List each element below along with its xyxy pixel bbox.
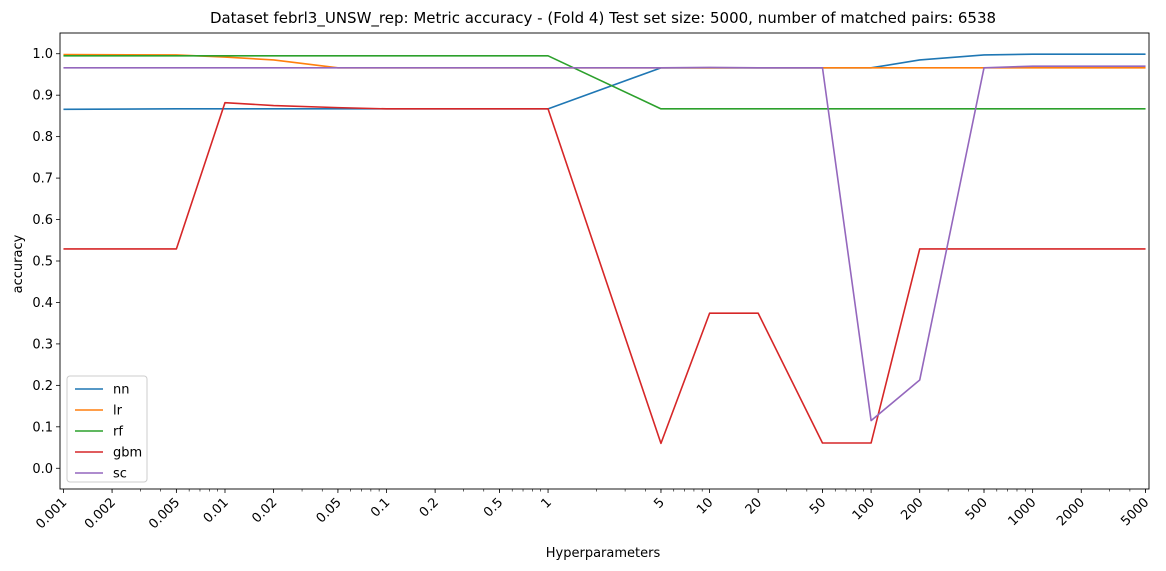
y-tick-label: 0.0 <box>32 462 53 477</box>
plot-frame <box>59 32 1150 490</box>
y-tick-label: 0.9 <box>32 89 53 104</box>
legend: nn lr rf gbm sc <box>66 375 148 483</box>
x-axis-label: Hyperparameters <box>546 546 661 561</box>
y-tick-label: 0.6 <box>32 213 53 228</box>
legend-label-sc: sc <box>113 467 127 482</box>
legend-label-nn: nn <box>113 383 129 398</box>
y-tick-label: 0.4 <box>32 296 53 311</box>
y-tick-label: 1.0 <box>32 47 53 62</box>
legend-label-gbm: gbm <box>113 446 142 461</box>
legend-box <box>66 375 148 483</box>
y-tick-label: 0.7 <box>32 172 53 187</box>
series-line-rf <box>63 54 1146 110</box>
series-line-sc <box>63 65 1146 422</box>
legend-label-lr: lr <box>113 404 123 419</box>
y-tick-label: 0.2 <box>32 379 53 394</box>
series-line-gbm <box>63 101 1146 445</box>
y-axis-label: accuracy <box>11 234 26 293</box>
legend-label-rf: rf <box>113 425 123 440</box>
y-tick-label: 0.8 <box>32 130 53 145</box>
y-tick-label: 0.5 <box>32 255 53 270</box>
y-tick-label: 0.3 <box>32 337 53 352</box>
chart-title: Dataset febrl3_UNSW_rep: Metric accuracy… <box>210 9 996 28</box>
y-tick-label: 0.1 <box>32 420 53 435</box>
